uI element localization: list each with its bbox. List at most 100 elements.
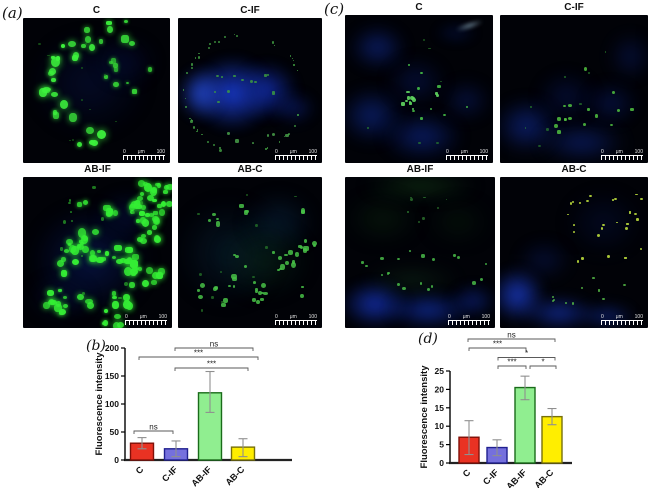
tissue-blob — [345, 258, 480, 301]
fluorescence-dot — [140, 201, 144, 205]
fluorescence-dot — [405, 99, 408, 103]
fluorescence-dot — [129, 281, 136, 289]
tissue-blob — [345, 17, 417, 78]
y-tick-label: 10 — [435, 421, 445, 431]
fluorescence-dot — [184, 97, 187, 100]
fluorescence-dot — [397, 282, 401, 286]
fluorescence-dot — [113, 81, 119, 88]
fluorescence-dot — [213, 40, 216, 44]
fluorescence-dot — [292, 260, 296, 264]
fluorescence-dot — [103, 204, 111, 212]
fluorescence-dot — [480, 277, 484, 281]
fluorescence-dot — [436, 206, 440, 210]
fluorescence-dot — [234, 254, 239, 258]
fluorescence-dot — [219, 149, 222, 152]
fluorescence-dot — [274, 44, 276, 46]
fluorescence-dot — [211, 295, 214, 299]
fluorescence-dot — [153, 235, 161, 243]
fluorescence-dot — [220, 75, 224, 78]
fluorescence-dot — [573, 224, 576, 227]
fluorescence-dot — [436, 94, 440, 98]
fluorescence-dot — [267, 134, 270, 137]
x-tick-label: AB-IF — [189, 464, 213, 487]
bar-chart-b: 0 50 100 150 200 Fluorescence intensity C C-IF A… — [80, 335, 305, 488]
significance-bracket — [467, 338, 556, 342]
fluorescence-dot — [264, 148, 267, 150]
fluorescence-dot — [112, 255, 117, 259]
fluorescence-dot — [294, 195, 297, 198]
fluorescence-dot — [410, 197, 413, 201]
fluorescence-dot — [81, 43, 86, 49]
fluorescence-dot — [420, 253, 425, 258]
scale-bar-label: 0 — [448, 314, 451, 320]
fluorescence-dot — [190, 118, 193, 121]
fluorescence-dot — [137, 266, 142, 271]
fluorescence-dot — [55, 56, 61, 61]
fluorescence-dot — [360, 261, 365, 264]
fluorescence-dot — [616, 221, 619, 224]
scale-bar-label: 0 — [275, 149, 278, 155]
fluorescence-dot — [105, 211, 112, 217]
fluorescence-dot — [215, 287, 218, 291]
fluorescence-dot — [105, 207, 114, 216]
fluorescence-dot — [114, 314, 121, 320]
tissue-blob — [507, 232, 582, 288]
fluorescence-dot — [294, 252, 299, 257]
scale-bar-label: μm — [460, 149, 468, 155]
fluorescence-dot — [420, 72, 423, 75]
y-tick-label: 5 — [439, 440, 444, 450]
y-axis-label: Fluorescence intensity — [94, 352, 105, 456]
fluorescence-dot — [131, 266, 138, 272]
fluorescence-dot — [262, 291, 268, 296]
fluorescence-dot — [71, 258, 79, 266]
fluorescence-dot — [300, 246, 304, 249]
tissue-blob — [448, 15, 491, 36]
fluorescence-dot — [140, 216, 147, 225]
fluorescence-dot — [380, 257, 384, 261]
scale-bar-label: μm — [615, 149, 623, 155]
fluorescence-dot — [49, 67, 57, 75]
fluorescence-dot — [572, 231, 575, 234]
fluorescence-dot — [114, 120, 118, 123]
micrograph-title: AB-C — [561, 164, 587, 175]
fluorescence-dot — [77, 201, 82, 207]
fluorescence-dot — [142, 279, 149, 287]
fluorescence-dot — [212, 143, 215, 146]
significance-bracket — [529, 365, 557, 369]
fluorescence-dot — [101, 217, 105, 221]
fluorescence-dot — [300, 293, 305, 299]
fluorescence-dot — [277, 268, 280, 272]
fluorescence-dot — [634, 212, 637, 215]
fluorescence-dot — [199, 283, 205, 289]
fluorescence-dot — [84, 36, 92, 43]
fluorescence-dot — [293, 124, 297, 127]
fluorescence-dot — [436, 141, 439, 145]
tissue-blob — [199, 207, 322, 313]
scale-bar-label: 100 — [634, 314, 643, 320]
fluorescence-dot — [80, 235, 89, 244]
fluorescence-dot — [126, 257, 134, 265]
tissue-blob — [23, 267, 105, 328]
fluorescence-dot — [143, 181, 148, 186]
fluorescence-dot — [51, 56, 60, 67]
fluorescence-dot — [419, 281, 423, 285]
fluorescence-dot — [588, 72, 591, 74]
fluorescence-dot — [406, 96, 411, 100]
fluorescence-dot — [60, 246, 64, 251]
fluorescence-dot — [243, 265, 247, 268]
fluorescence-dot — [85, 42, 88, 45]
fluorescence-dot — [48, 299, 54, 303]
fluorescence-dot — [260, 298, 264, 301]
fluorescence-dot — [189, 117, 191, 120]
fluorescence-dot — [252, 298, 257, 303]
fluorescence-dot — [137, 196, 143, 201]
scale-bar-label: μm — [462, 314, 470, 320]
scale-bar: 0 μm 100 — [601, 149, 643, 160]
x-tick-label: AB-C — [223, 464, 246, 487]
fluorescence-dot — [82, 292, 85, 296]
fluorescence-dot — [216, 74, 220, 78]
fluorescence-dot — [271, 41, 275, 44]
fluorescence-dot — [206, 140, 210, 144]
fluorescence-dot — [150, 280, 157, 285]
